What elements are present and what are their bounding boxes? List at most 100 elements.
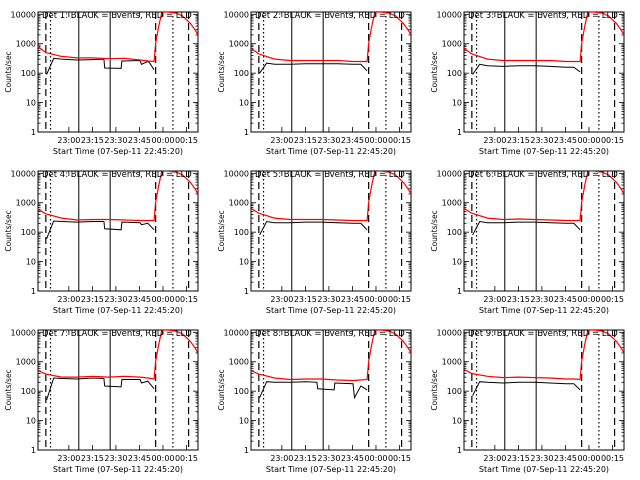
y-tick-label: 1: [457, 446, 462, 455]
x-tick-label: 00:00: [577, 136, 600, 145]
x-tick-label: 23:15: [81, 136, 104, 145]
y-tick-label: 10000: [437, 328, 462, 337]
y-axis-label: Counts/sec: [430, 51, 439, 92]
x-tick-label: 00:15: [175, 295, 198, 304]
x-tick-label: 23:45: [128, 136, 151, 145]
x-axis-label: Start Time (07-Sep-11 22:45:20): [53, 465, 183, 474]
x-tick-label: 23:00: [57, 136, 80, 145]
x-tick-label: 23:30: [317, 295, 340, 304]
y-tick-label: 10000: [437, 10, 462, 19]
x-tick-label: 00:15: [388, 454, 411, 463]
plot-frame: [37, 11, 199, 133]
plot-panel-5: 1 10 100 1000 10000 23:00 23:15 23:30 23:45 00:00…: [217, 169, 412, 315]
x-tick-label: 23:45: [341, 136, 364, 145]
x-tick-label: 00:15: [388, 295, 411, 304]
y-tick-label: 1000: [229, 40, 249, 49]
x-tick-label: 23:00: [483, 136, 506, 145]
y-tick-label: 10000: [11, 169, 36, 178]
y-tick-label: 1000: [442, 40, 462, 49]
y-axis-label: Counts/sec: [430, 210, 439, 251]
lld-series-line: [251, 330, 411, 382]
x-tick-label: 23:15: [507, 295, 530, 304]
x-tick-label: 23:15: [81, 295, 104, 304]
x-axis-label: Start Time (07-Sep-11 22:45:20): [479, 465, 609, 474]
plot-frame: [250, 329, 412, 451]
y-tick-label: 1000: [442, 358, 462, 367]
x-tick-label: 00:15: [601, 295, 624, 304]
panel-title: Det 2: BLACK = Events, RED = LLD: [255, 11, 405, 21]
y-axis-label: Counts/sec: [4, 369, 13, 410]
y-tick-label: 10: [452, 258, 462, 267]
x-tick-label: 00:00: [364, 136, 387, 145]
y-tick-label: 1: [457, 287, 462, 296]
x-tick-label: 00:00: [577, 454, 600, 463]
x-axis-label: Start Time (07-Sep-11 22:45:20): [53, 147, 183, 156]
x-tick-label: 23:45: [554, 454, 577, 463]
plot-frame: [463, 11, 625, 133]
x-axis-label: Start Time (07-Sep-11 22:45:20): [266, 147, 396, 156]
panel-title: Det 7: BLACK = Events, RED = LLD: [42, 329, 192, 339]
events-series-line: [259, 381, 368, 400]
x-tick-label: 23:30: [104, 295, 127, 304]
y-axis-label: Counts/sec: [4, 51, 13, 92]
panel-title: Det 1: BLACK = Events, RED = LLD: [42, 11, 192, 21]
plot-panel-2: 1 10 100 1000 10000 23:00 23:15 23:30 23:45 00:00…: [217, 10, 412, 156]
y-tick-label: 1000: [229, 199, 249, 208]
x-axis-label: Start Time (07-Sep-11 22:45:20): [479, 147, 609, 156]
x-tick-label: 23:00: [483, 295, 506, 304]
y-tick-label: 100: [447, 69, 462, 78]
events-series-line: [46, 377, 155, 401]
panel-title: Det 9: BLACK = Events, RED = LLD: [468, 329, 618, 339]
x-tick-label: 00:00: [577, 295, 600, 304]
x-tick-label: 23:00: [270, 454, 293, 463]
x-axis-label: Start Time (07-Sep-11 22:45:20): [479, 306, 609, 315]
events-series-line: [259, 62, 368, 74]
y-tick-label: 10000: [437, 169, 462, 178]
plot-frame: [250, 11, 412, 133]
x-tick-label: 23:45: [554, 295, 577, 304]
panel-title: Det 6: BLACK = Events, RED = LLD: [468, 170, 618, 180]
plot-panel-8: 1 10 100 1000 10000 23:00 23:15 23:30 23:45 00:00…: [217, 328, 412, 474]
y-tick-label: 10: [452, 99, 462, 108]
x-tick-label: 23:15: [507, 454, 530, 463]
y-tick-label: 10000: [224, 169, 249, 178]
x-tick-label: 23:00: [57, 295, 80, 304]
y-axis-label: Counts/sec: [217, 369, 226, 410]
lld-series-line: [464, 12, 624, 63]
events-series-line: [46, 220, 155, 239]
y-tick-label: 100: [234, 387, 249, 396]
y-tick-label: 10000: [224, 10, 249, 19]
y-tick-label: 10: [452, 417, 462, 426]
y-tick-label: 1: [244, 287, 249, 296]
lld-series-line: [464, 330, 624, 381]
lld-series-line: [251, 12, 411, 63]
x-tick-label: 00:00: [151, 454, 174, 463]
y-tick-label: 100: [234, 69, 249, 78]
x-tick-label: 23:15: [294, 295, 317, 304]
x-tick-label: 23:15: [294, 454, 317, 463]
events-series-line: [472, 381, 581, 396]
events-series-line: [46, 57, 155, 75]
y-tick-label: 10: [239, 258, 249, 267]
x-axis-label: Start Time (07-Sep-11 22:45:20): [266, 465, 396, 474]
events-series-line: [472, 220, 581, 236]
plot-frame: [463, 329, 625, 451]
y-tick-label: 100: [21, 228, 36, 237]
y-tick-label: 100: [21, 387, 36, 396]
panel-title: Det 3: BLACK = Events, RED = LLD: [468, 11, 618, 21]
plot-frame: [37, 170, 199, 292]
plot-frame: [250, 170, 412, 292]
y-tick-label: 1000: [229, 358, 249, 367]
x-tick-label: 23:30: [317, 454, 340, 463]
x-tick-label: 23:30: [530, 136, 553, 145]
plot-panel-7: 1 10 100 1000 10000 23:00 23:15 23:30 23:45 00:00…: [4, 328, 199, 474]
lld-series-line: [38, 171, 198, 222]
x-tick-label: 23:45: [128, 454, 151, 463]
plot-panel-9: 1 10 100 1000 10000 23:00 23:15 23:30 23:45 00:00…: [430, 328, 625, 474]
y-tick-label: 1000: [16, 199, 36, 208]
x-tick-label: 23:15: [294, 136, 317, 145]
x-tick-label: 23:45: [341, 295, 364, 304]
lld-series-line: [251, 171, 411, 222]
x-axis-label: Start Time (07-Sep-11 22:45:20): [266, 306, 396, 315]
x-tick-label: 00:15: [175, 454, 198, 463]
